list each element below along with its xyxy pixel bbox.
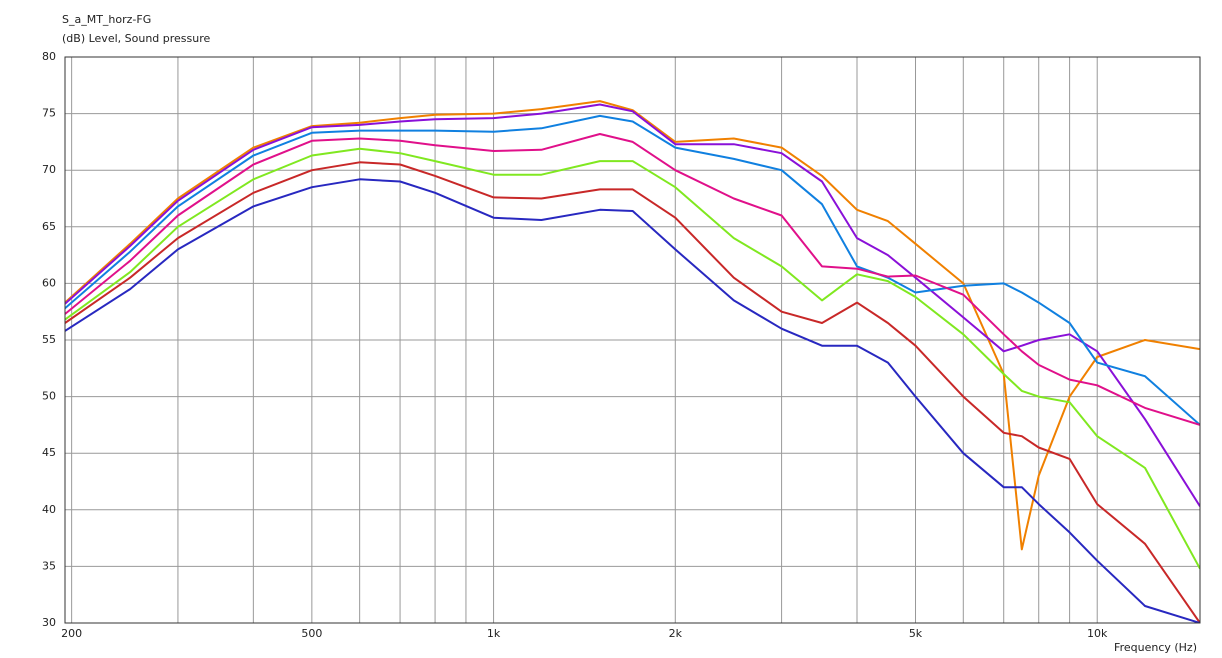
series-line xyxy=(65,114,1200,426)
y-tick-label: 50 xyxy=(42,390,56,403)
y-tick-label: 35 xyxy=(42,559,56,572)
y-tick-label: 40 xyxy=(42,503,56,516)
plot-frame xyxy=(64,56,1201,624)
y-tick-label: 45 xyxy=(42,446,56,459)
plot-lines xyxy=(65,100,1200,623)
y-axis-label: (dB) Level, Sound pressure xyxy=(62,32,211,45)
y-tick-label: 80 xyxy=(42,50,56,63)
series-line xyxy=(65,147,1200,570)
x-axis-label: Frequency (Hz) xyxy=(1114,641,1197,654)
x-tick-label: 200 xyxy=(61,627,82,640)
series-line xyxy=(65,161,1200,623)
chart-title: S_a_MT_horz-FG xyxy=(62,13,151,26)
x-tick-label: 10k xyxy=(1087,627,1108,640)
y-tick-label: 70 xyxy=(42,163,56,176)
y-tick-label: 30 xyxy=(42,616,56,629)
y-tick-label: 75 xyxy=(42,107,56,120)
x-tick-label: 1k xyxy=(487,627,501,640)
y-tick-label: 55 xyxy=(42,333,56,346)
series-line xyxy=(65,103,1200,507)
series-line xyxy=(65,133,1200,426)
series-line xyxy=(65,178,1200,623)
y-tick-label: 65 xyxy=(42,220,56,233)
x-tick-label: 500 xyxy=(301,627,322,640)
series-line xyxy=(65,100,1200,551)
y-tick-label: 60 xyxy=(42,276,56,289)
x-tick-label: 2k xyxy=(669,627,683,640)
x-tick-label: 5k xyxy=(909,627,923,640)
